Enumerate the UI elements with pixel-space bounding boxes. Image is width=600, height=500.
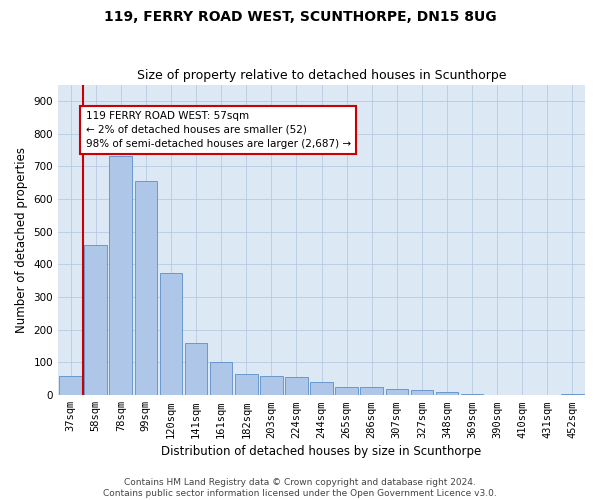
Text: 119, FERRY ROAD WEST, SCUNTHORPE, DN15 8UG: 119, FERRY ROAD WEST, SCUNTHORPE, DN15 8…	[104, 10, 496, 24]
Bar	[410, 390, 433, 395]
Bar	[160, 272, 182, 395]
X-axis label: Distribution of detached houses by size in Scunthorpe: Distribution of detached houses by size …	[161, 444, 482, 458]
Bar	[185, 343, 208, 395]
Bar	[285, 377, 308, 395]
Bar	[386, 388, 408, 395]
Bar	[260, 376, 283, 395]
Bar	[109, 156, 132, 395]
Bar	[436, 392, 458, 395]
Bar	[134, 181, 157, 395]
Bar	[235, 374, 257, 395]
Title: Size of property relative to detached houses in Scunthorpe: Size of property relative to detached ho…	[137, 69, 506, 82]
Text: Contains HM Land Registry data © Crown copyright and database right 2024.
Contai: Contains HM Land Registry data © Crown c…	[103, 478, 497, 498]
Bar	[310, 382, 333, 395]
Bar	[210, 362, 232, 395]
Bar	[561, 394, 584, 395]
Y-axis label: Number of detached properties: Number of detached properties	[15, 147, 28, 333]
Bar	[335, 387, 358, 395]
Bar	[361, 387, 383, 395]
Bar	[59, 376, 82, 395]
Text: 119 FERRY ROAD WEST: 57sqm
← 2% of detached houses are smaller (52)
98% of semi-: 119 FERRY ROAD WEST: 57sqm ← 2% of detac…	[86, 110, 351, 148]
Bar	[85, 245, 107, 395]
Bar	[461, 394, 484, 395]
